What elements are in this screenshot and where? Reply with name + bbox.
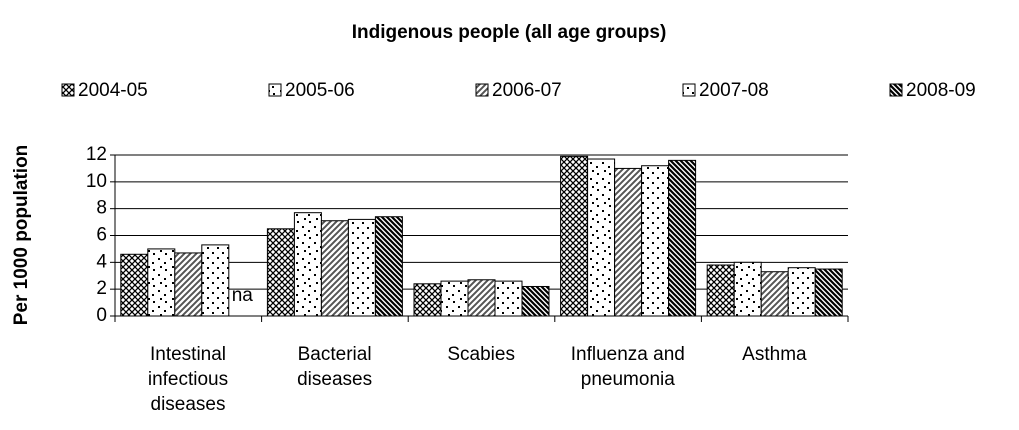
bar	[293, 212, 322, 317]
legend-label: 2006-07	[492, 80, 562, 101]
bar	[521, 285, 550, 317]
bar	[760, 271, 789, 317]
x-tick-label: Influenza and pneumonia	[570, 344, 685, 390]
y-tick-label: 2	[96, 278, 107, 299]
bar	[374, 216, 403, 317]
bar	[266, 228, 295, 317]
bar	[174, 252, 203, 317]
bar	[347, 218, 376, 317]
legend-label: 2008-09	[906, 80, 976, 101]
bar	[733, 261, 762, 317]
y-tick-label: 12	[86, 144, 107, 165]
legend-label: 2004-05	[78, 80, 148, 101]
bar	[787, 267, 816, 317]
legend-swatch	[889, 83, 903, 97]
bar	[120, 253, 149, 317]
bar	[706, 264, 735, 317]
x-tick-label: Scabies	[447, 344, 515, 365]
bar	[147, 248, 176, 317]
bar	[467, 279, 496, 317]
x-tick-label: Bacterial diseases	[297, 344, 373, 390]
legend-swatch	[268, 83, 282, 97]
bar	[560, 155, 589, 317]
bar	[320, 220, 349, 317]
y-tick-label: 0	[96, 305, 107, 326]
bar	[641, 165, 670, 317]
y-tick-label: 10	[86, 171, 107, 192]
chart-title: Indigenous people (all age groups)	[352, 22, 667, 43]
bar	[587, 158, 616, 317]
bar	[413, 283, 442, 317]
bar	[814, 268, 843, 317]
x-tick-label: Asthma	[742, 344, 807, 365]
y-tick-label: 8	[96, 198, 107, 219]
legend-label: 2005-06	[285, 80, 355, 101]
value-label: na	[232, 285, 254, 306]
bar	[494, 280, 523, 317]
y-tick-label: 4	[96, 251, 107, 272]
bar	[614, 167, 643, 317]
bar	[668, 159, 697, 317]
legend-label: 2007-08	[699, 80, 769, 101]
bar	[201, 244, 230, 317]
legend-swatch	[682, 83, 696, 97]
legend-swatch	[61, 83, 75, 97]
x-tick-label: Intestinal infectious diseases	[147, 344, 229, 415]
bar	[440, 280, 469, 317]
legend-swatch	[475, 83, 489, 97]
y-axis-label: Per 1000 population	[11, 145, 32, 326]
y-tick-label: 6	[96, 225, 107, 246]
